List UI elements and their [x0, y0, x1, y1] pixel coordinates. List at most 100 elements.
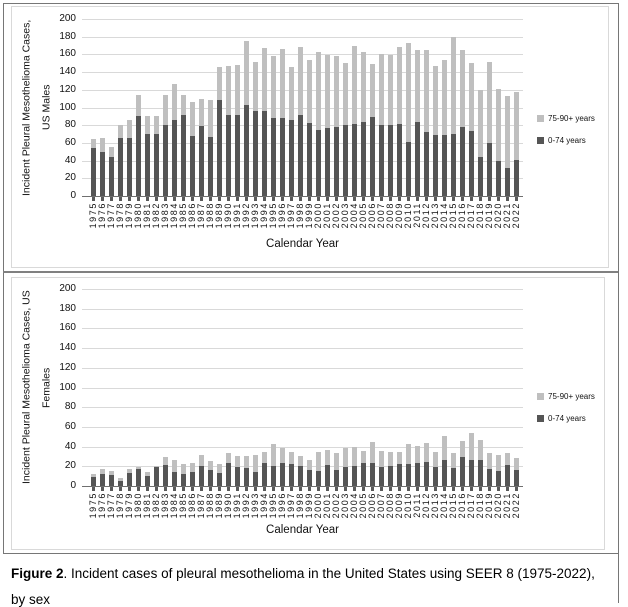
- bar-segment-0-74: [243, 468, 249, 486]
- bar-segment-75-90: [513, 458, 519, 471]
- bar-segment-0-74: [144, 476, 150, 486]
- y-axis-tick-label: 140: [59, 342, 76, 354]
- bar-segment-75-90: [405, 42, 411, 142]
- bar-segment-0-74: [153, 134, 159, 196]
- bar-segment-75-90: [252, 62, 258, 112]
- category-tick-mark: [289, 487, 293, 491]
- category-tick-mark: [181, 487, 185, 491]
- bar-segment-0-74: [369, 117, 375, 196]
- category-tick-mark: [442, 487, 446, 491]
- bar-segment-75-90: [207, 461, 213, 471]
- category-tick-mark: [361, 487, 365, 491]
- bar-segment-75-90: [180, 464, 186, 475]
- bar-segment-0-74: [126, 137, 132, 196]
- bar-segment-0-74: [432, 134, 438, 196]
- bar-segment-0-74: [126, 473, 132, 486]
- bar-segment-0-74: [117, 138, 123, 196]
- figure-caption-text: . Incident cases of pleural mesothelioma…: [11, 566, 595, 607]
- category-tick-mark: [433, 197, 437, 201]
- category-tick-mark: [406, 487, 410, 491]
- bar-segment-75-90: [333, 452, 339, 471]
- bar-segment-0-74: [315, 471, 321, 486]
- bar-segment-0-74: [297, 466, 303, 486]
- row-separator: [3, 271, 618, 273]
- category-tick-mark: [334, 487, 338, 491]
- bar-segment-0-74: [189, 472, 195, 486]
- bar-segment-75-90: [351, 446, 357, 467]
- bar-segment-75-90: [396, 451, 402, 465]
- category-tick-mark: [262, 487, 266, 491]
- category-tick-mark: [271, 487, 275, 491]
- bar-segment-75-90: [171, 460, 177, 473]
- category-tick-mark: [100, 487, 104, 491]
- bar-segment-75-90: [99, 138, 105, 152]
- bar-segment-75-90: [288, 66, 294, 120]
- category-tick-mark: [190, 487, 194, 491]
- bar-segment-75-90: [288, 451, 294, 465]
- gridline: [82, 348, 523, 350]
- bar-segment-0-74: [351, 466, 357, 486]
- bar-segment-75-90: [180, 95, 186, 116]
- bar-segment-0-74: [378, 125, 384, 196]
- bar-segment-75-90: [441, 59, 447, 135]
- gridline: [82, 107, 523, 109]
- legend-swatch: [537, 415, 544, 422]
- bar-segment-0-74: [378, 467, 384, 486]
- category-tick-mark: [361, 197, 365, 201]
- bar-segment-0-74: [495, 160, 501, 196]
- gridline: [82, 19, 523, 20]
- y-axis-tick-label: 80: [64, 119, 76, 131]
- chart-panel-border: [11, 277, 605, 550]
- category-tick-mark: [118, 487, 122, 491]
- bar-segment-75-90: [342, 447, 348, 468]
- bar-segment-0-74: [90, 477, 96, 486]
- bar-segment-75-90: [486, 62, 492, 143]
- bar-segment-0-74: [324, 127, 330, 196]
- figure-caption: Figure 2. Incident cases of pleural meso…: [3, 553, 618, 607]
- bar-segment-75-90: [171, 83, 177, 120]
- gridline: [82, 466, 523, 468]
- bar-segment-0-74: [333, 126, 339, 196]
- category-tick-mark: [505, 197, 509, 201]
- bar-segment-0-74: [441, 460, 447, 486]
- legend-item: 75-90+ years: [537, 114, 595, 123]
- bar-segment-75-90: [144, 472, 150, 477]
- category-tick-mark: [145, 197, 149, 201]
- y-axis-tick-label: 120: [59, 361, 76, 373]
- bar-segment-75-90: [486, 452, 492, 470]
- gridline: [82, 387, 523, 389]
- bar-segment-75-90: [297, 456, 303, 467]
- bar-segment-75-90: [504, 95, 510, 168]
- bar-segment-75-90: [261, 451, 267, 464]
- bar-segment-75-90: [459, 49, 465, 127]
- bar-segment-0-74: [387, 466, 393, 486]
- y-axis-tick-label: 20: [64, 460, 76, 472]
- category-tick-mark: [496, 487, 500, 491]
- category-tick-mark: [370, 197, 374, 201]
- category-tick-mark: [397, 197, 401, 201]
- x-axis-line: [82, 486, 523, 487]
- bar-segment-75-90: [234, 456, 240, 468]
- bar-segment-75-90: [198, 98, 204, 127]
- bar-segment-75-90: [324, 449, 330, 466]
- x-axis-line: [82, 196, 523, 197]
- bar-segment-0-74: [117, 481, 123, 486]
- category-tick-mark: [469, 197, 473, 201]
- bar-segment-75-90: [297, 47, 303, 115]
- bar-segment-0-74: [171, 472, 177, 486]
- bar-segment-0-74: [297, 114, 303, 196]
- category-tick-mark: [379, 487, 383, 491]
- bar-segment-0-74: [450, 468, 456, 486]
- bar-segment-75-90: [468, 63, 474, 131]
- y-axis-tick-label: 0: [70, 480, 76, 491]
- bar-segment-0-74: [396, 464, 402, 486]
- bar-segment-0-74: [207, 136, 213, 196]
- category-tick-mark: [307, 487, 311, 491]
- bar-segment-75-90: [270, 56, 276, 119]
- category-tick-mark: [325, 197, 329, 201]
- bar-segment-75-90: [333, 56, 339, 127]
- bar-segment-0-74: [279, 118, 285, 196]
- bar-segment-75-90: [387, 55, 393, 126]
- category-tick-mark: [271, 197, 275, 201]
- category-tick-mark: [217, 197, 221, 201]
